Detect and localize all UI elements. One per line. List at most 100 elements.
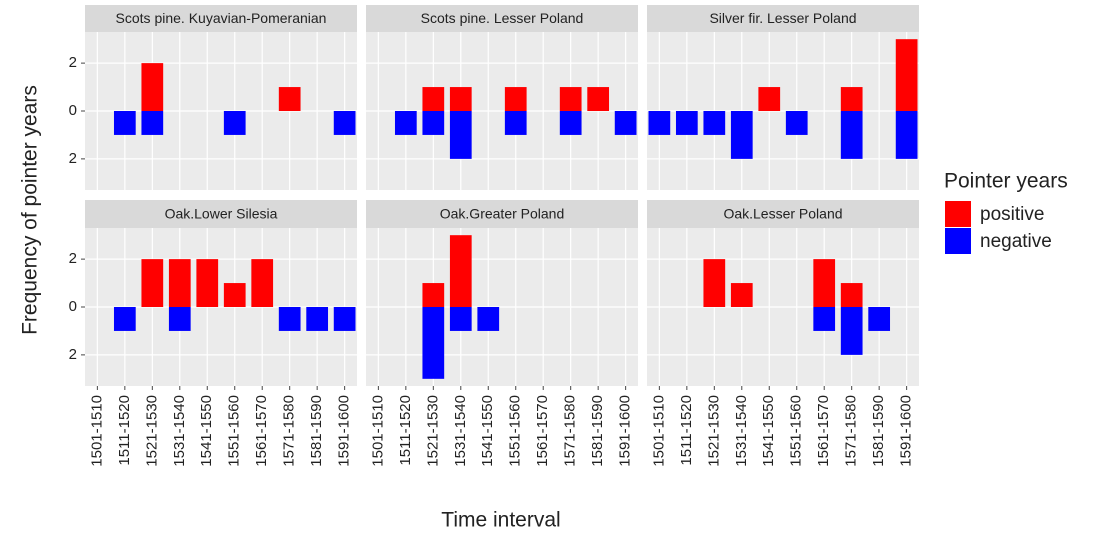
bar (251, 259, 274, 307)
facet-title: Oak.Lower Silesia (165, 206, 278, 222)
x-tick-label: 1501-1510 (88, 395, 105, 467)
facet-title: Scots pine. Kuyavian-Pomeranian (116, 10, 327, 26)
y-tick-label: 2 (69, 54, 77, 71)
bar (449, 235, 472, 307)
x-tick-label: 1511-1520 (116, 395, 133, 466)
x-tick-label: 1521-1530 (705, 395, 722, 467)
bar (113, 111, 136, 135)
bar (730, 111, 753, 159)
bar (168, 259, 191, 307)
bar (449, 87, 472, 111)
bar (223, 111, 246, 135)
x-tick-label: 1571-1580 (562, 395, 579, 467)
bar (587, 87, 610, 111)
x-tick-label: 1571-1580 (843, 395, 860, 467)
bar (113, 307, 136, 331)
x-tick-label: 1511-1520 (397, 395, 414, 466)
bar (141, 111, 164, 135)
bar (422, 283, 445, 307)
bar (141, 259, 164, 307)
bar (278, 307, 301, 331)
y-tick-label: 2 (69, 346, 77, 363)
x-tick-label: 1511-1520 (678, 395, 695, 466)
y-tick-label: 2 (69, 250, 77, 267)
facet-strip (366, 5, 638, 32)
bar (141, 63, 164, 111)
bar (785, 111, 808, 135)
bar (422, 307, 445, 379)
x-tick-label: 1501-1510 (650, 395, 667, 467)
bar (614, 111, 637, 135)
x-tick-label: 1591-1600 (617, 395, 634, 467)
bar (559, 111, 582, 135)
legend-label: negative (980, 231, 1052, 252)
bar (223, 283, 246, 307)
bar (278, 87, 301, 111)
bar (675, 111, 698, 135)
x-tick-label: 1581-1590 (589, 395, 606, 467)
x-tick-label: 1551-1560 (788, 395, 805, 467)
bar (449, 307, 472, 331)
y-tick-label: 0 (69, 298, 77, 315)
facet-strip (647, 200, 919, 228)
x-tick-label: 1521-1530 (424, 395, 441, 467)
bar (895, 111, 918, 159)
bar (196, 259, 219, 307)
facet-title: Oak.Lesser Poland (723, 206, 842, 222)
x-tick-label: 1551-1560 (226, 395, 243, 467)
bar (559, 87, 582, 111)
bar (648, 111, 671, 135)
bar (840, 111, 863, 159)
x-tick-label: 1571-1580 (281, 395, 298, 467)
bar (703, 111, 726, 135)
bar (813, 307, 836, 331)
bar (422, 111, 445, 135)
facet-title: Scots pine. Lesser Poland (421, 10, 584, 26)
facet-title: Oak.Greater Poland (440, 206, 565, 222)
bar (840, 307, 863, 355)
y-axis-title: Frequency of pointer years (19, 85, 42, 335)
x-tick-label: 1541-1550 (760, 395, 777, 467)
x-tick-label: 1541-1550 (479, 395, 496, 467)
bar (333, 307, 356, 331)
facet-strip (366, 200, 638, 228)
x-tick-label: 1561-1570 (253, 395, 270, 467)
x-tick-label: 1561-1570 (534, 395, 551, 467)
bar (504, 111, 527, 135)
bar (449, 111, 472, 159)
y-tick-label: 2 (69, 150, 77, 167)
x-tick-label: 1531-1540 (733, 395, 750, 467)
bar (333, 111, 356, 135)
bar (504, 87, 527, 111)
x-tick-label: 1551-1560 (507, 395, 524, 467)
x-tick-label: 1591-1600 (336, 395, 353, 467)
bar (168, 307, 191, 331)
x-tick-label: 1521-1530 (143, 395, 160, 467)
legend-title: Pointer years (944, 170, 1068, 193)
bar (394, 111, 417, 135)
bar (840, 283, 863, 307)
x-tick-label: 1591-1600 (898, 395, 915, 467)
x-tick-label: 1501-1510 (369, 395, 386, 467)
bar (840, 87, 863, 111)
facet-strip (647, 5, 919, 32)
bar (813, 259, 836, 307)
bar (306, 307, 329, 331)
x-tick-label: 1581-1590 (870, 395, 887, 467)
facet-strip (85, 200, 357, 228)
bar (422, 87, 445, 111)
x-axis-title: Time interval (441, 509, 560, 532)
x-tick-label: 1581-1590 (308, 395, 325, 467)
bar (730, 283, 753, 307)
x-tick-label: 1531-1540 (171, 395, 188, 467)
bar (758, 87, 781, 111)
bar (477, 307, 500, 331)
legend-label: positive (980, 204, 1044, 225)
x-tick-label: 1561-1570 (815, 395, 832, 467)
bar (895, 39, 918, 111)
facet-title: Silver fir. Lesser Poland (709, 10, 856, 26)
y-tick-label: 0 (69, 102, 77, 119)
legend-swatch (945, 201, 971, 227)
x-tick-label: 1541-1550 (198, 395, 215, 467)
